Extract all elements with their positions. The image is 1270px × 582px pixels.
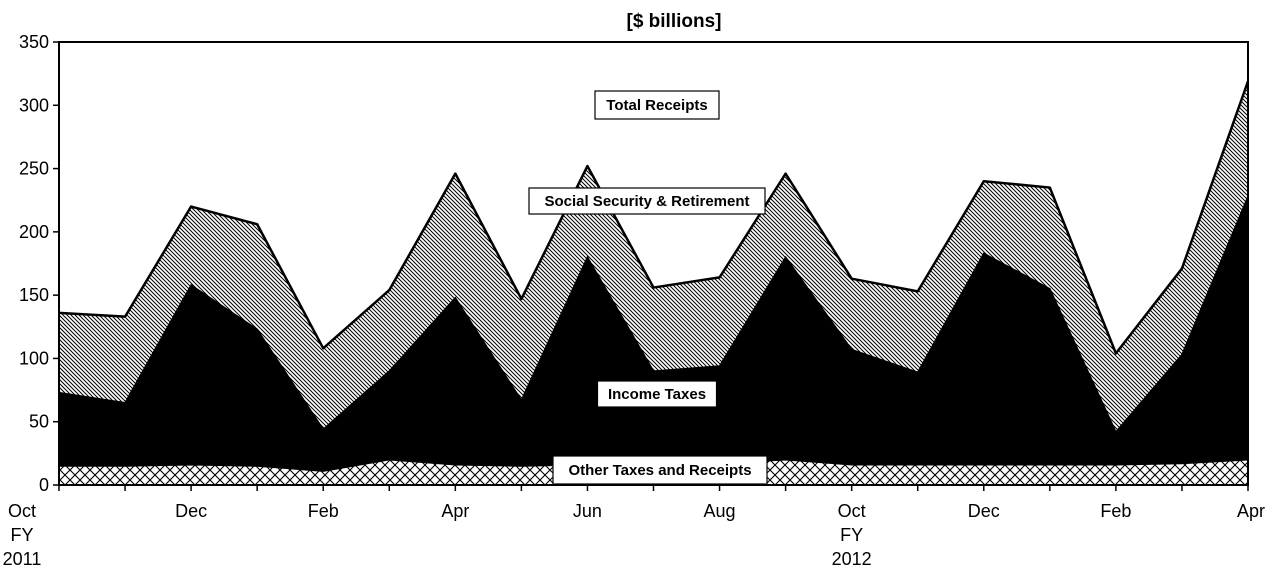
income-taxes-label: Income Taxes <box>596 380 718 408</box>
y-tick-label: 350 <box>19 32 49 52</box>
x-axis: Oct FY 2011 Dec Feb Apr Jun Aug Oct FY 2012 Dec Feb A… <box>3 485 1265 569</box>
other-taxes-label: Other Taxes and Receipts <box>552 455 768 485</box>
x-tick-label: Oct FY 2011 <box>3 501 42 569</box>
annotation-box <box>594 90 720 120</box>
y-tick-label: 150 <box>19 285 49 305</box>
chart-title: [$ billions] <box>627 11 722 32</box>
annotation-text: Income Taxes <box>608 386 706 403</box>
social-security-label: Social Security & Retirement <box>528 187 766 215</box>
x-tick-label: Feb <box>1100 501 1131 521</box>
x-tick-label: Apr <box>441 501 469 521</box>
annotation-box <box>596 380 718 408</box>
x-tick-label: Aug <box>704 501 736 521</box>
total-receipts-line <box>58 80 1250 355</box>
x-tick-label: Oct FY 2012 <box>832 501 872 569</box>
area-layers <box>58 80 1250 485</box>
x-tick-label: Dec <box>968 501 1000 521</box>
income-taxes-area <box>59 196 1248 472</box>
x-tick-label: Jun <box>573 501 602 521</box>
y-tick-label: 300 <box>19 95 49 115</box>
x-tick-label: Dec <box>175 501 207 521</box>
y-tick-label: 0 <box>39 475 49 495</box>
annotation-text: Social Security & Retirement <box>544 193 749 210</box>
x-tick-label: Feb <box>308 501 339 521</box>
annotation-box <box>528 187 766 215</box>
total-receipts-label: Total Receipts <box>594 90 720 120</box>
annotation-box <box>552 455 768 485</box>
y-tick-label: 50 <box>29 412 49 432</box>
income-taxes-line <box>58 196 1249 434</box>
y-tick-label: 200 <box>19 222 49 242</box>
annotation-text: Total Receipts <box>606 97 707 114</box>
y-tick-label: 250 <box>19 159 49 179</box>
y-tick-label: 100 <box>19 348 49 368</box>
annotation-labels: Total Receipts Social Security & Retireme… <box>528 90 768 485</box>
y-axis: 0 50 100 150 200 250 300 350 <box>19 32 59 495</box>
social-security-area <box>59 81 1248 432</box>
annotation-text: Other Taxes and Receipts <box>568 462 751 479</box>
x-tick-label: Apr <box>1237 501 1265 521</box>
